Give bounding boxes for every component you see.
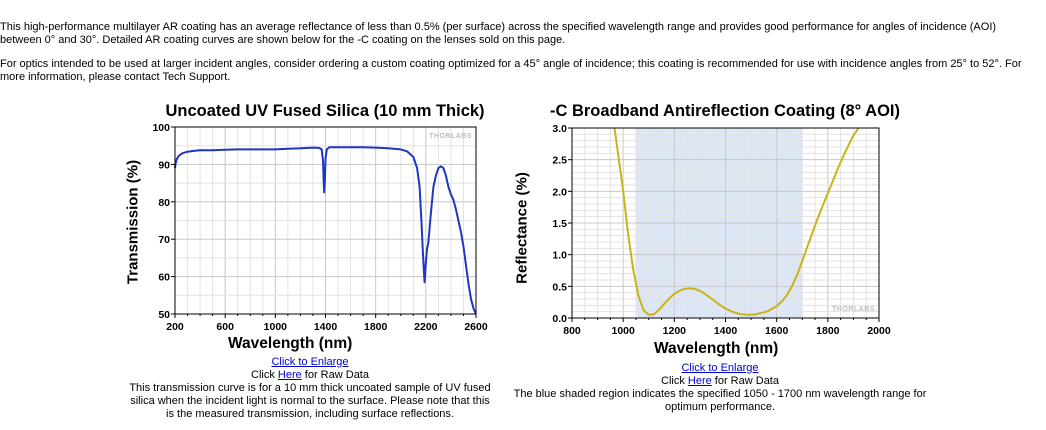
y-tick-label: 2.0 — [552, 186, 567, 198]
raw-data-link[interactable]: Here — [277, 369, 302, 381]
y-tick-label: 50 — [158, 309, 170, 321]
intro-paragraph-1: This high-performance multilayer AR coat… — [0, 21, 997, 46]
chart-title: Uncoated UV Fused Silica (10 mm Thick) — [165, 102, 485, 120]
chart-caption: Click to Enlarge Click Here for Raw Data… — [120, 356, 500, 421]
x-tick-label: 1800 — [816, 325, 840, 337]
rawdata-suffix: for Raw Data — [711, 375, 779, 387]
enlarge-link[interactable]: Click to Enlarge — [681, 362, 759, 374]
x-tick-label: 2000 — [867, 325, 891, 337]
enlarge-link[interactable]: Click to Enlarge — [271, 356, 349, 368]
x-tick-label: 1000 — [264, 321, 288, 333]
y-tick-label: 1.5 — [552, 218, 567, 230]
x-tick-label: 1400 — [714, 325, 738, 337]
y-tick-label: 1.0 — [552, 250, 567, 262]
y-tick-label: 70 — [158, 234, 170, 246]
rawdata-suffix: for Raw Data — [301, 369, 369, 381]
x-tick-label: 2600 — [464, 321, 488, 333]
y-tick-label: 100 — [152, 122, 170, 134]
raw-data-link[interactable]: Here — [687, 375, 712, 387]
y-tick-label: 3.0 — [552, 123, 567, 135]
x-axis-title: Wavelength (nm) — [228, 335, 353, 352]
y-tick-label: 0.5 — [552, 281, 567, 293]
x-tick-label: 2200 — [414, 321, 438, 333]
x-tick-label: 1400 — [314, 321, 338, 333]
x-tick-label: 200 — [166, 321, 184, 333]
y-tick-label: 80 — [158, 197, 170, 209]
intro-paragraph-2: For optics intended to be used at larger… — [0, 58, 1022, 83]
y-tick-label: 0.0 — [552, 313, 567, 325]
rawdata-prefix: Click — [251, 369, 278, 381]
y-tick-label: 2.5 — [552, 155, 567, 167]
x-tick-label: 1200 — [663, 325, 687, 337]
chart-title: -C Broadband Antireflection Coating (8° … — [549, 102, 901, 120]
thorlabs-watermark: THORLABS — [429, 133, 472, 140]
x-axis-title: Wavelength (nm) — [654, 340, 779, 357]
chart-description: The blue shaded region indicates the spe… — [513, 388, 927, 413]
data-series-line — [174, 146, 477, 315]
data-series-line — [613, 127, 860, 316]
x-tick-label: 1800 — [364, 321, 388, 333]
x-tick-label: 600 — [216, 321, 234, 333]
chart-caption: Click to Enlarge Click Here for Raw Data… — [510, 362, 930, 414]
x-tick-label: 1600 — [765, 325, 789, 337]
chart-description: This transmission curve is for a 10 mm t… — [129, 382, 491, 420]
y-tick-label: 90 — [158, 159, 170, 171]
x-tick-label: 800 — [563, 325, 581, 337]
x-tick-label: 1000 — [611, 325, 635, 337]
y-tick-label: 60 — [158, 272, 170, 284]
rawdata-prefix: Click — [661, 375, 688, 387]
thorlabs-watermark: THORLABS — [832, 306, 875, 313]
